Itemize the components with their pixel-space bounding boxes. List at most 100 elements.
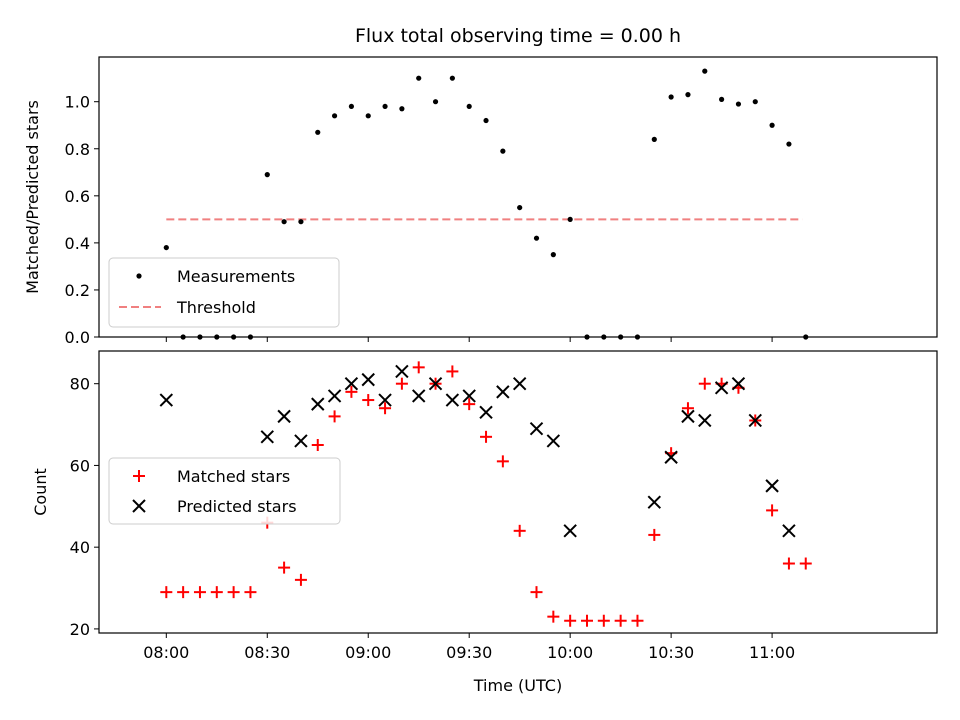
bottom-y-axis-label: Count — [31, 468, 50, 516]
matched-star-point — [311, 439, 324, 451]
top-axes-frame — [98, 56, 938, 338]
matched-star-point — [244, 586, 257, 599]
predicted-star-point — [395, 364, 409, 379]
measurement-point — [752, 99, 758, 105]
predicted-star-point — [479, 405, 493, 420]
measurement-point — [264, 172, 270, 178]
predicted-star-stroke-b — [782, 524, 796, 538]
measurement-point — [567, 216, 573, 222]
top-panel: 0.0 0.2 0.4 0.6 0.8 1.0 Matched/Predicted sta… — [23, 56, 938, 347]
measurement-point — [432, 99, 439, 105]
matched-star-point — [412, 361, 425, 374]
predicted-star-point — [445, 393, 460, 407]
matched-star-point — [614, 614, 627, 627]
measurement-point — [517, 204, 523, 211]
measurement-point — [769, 122, 775, 128]
predicted-star-point — [664, 450, 678, 464]
legend-predicted-label: Predicted stars — [177, 497, 297, 516]
predicted-star-point — [512, 376, 527, 391]
predicted-star-stroke-b — [546, 434, 561, 448]
bottom-legend: Matched stars Predicted stars — [108, 457, 341, 525]
x-axis-label: Time (UTC) — [473, 676, 562, 695]
top-y-tick-label: 1.0 — [65, 93, 90, 112]
matched-star-point — [395, 377, 408, 390]
bottom-x-ticks: 08:00 08:30 09:00 09:30 10:00 10:30 11:00 — [143, 633, 795, 662]
predicted-star-stroke-b — [765, 479, 779, 493]
top-y-tick-label: 0.8 — [65, 140, 90, 159]
measurement-point — [466, 103, 472, 110]
predicted-star-point — [748, 413, 762, 428]
top-legend-box — [108, 257, 340, 328]
predicted-star-point — [496, 385, 510, 399]
predicted-star-stroke-b — [731, 376, 746, 391]
chart-title: Flux total observing time = 0.00 h — [355, 25, 681, 47]
predicted-star-point — [782, 524, 796, 538]
measurement-point — [365, 113, 371, 119]
measurement-point — [735, 101, 742, 107]
predicted-star-point — [681, 409, 695, 424]
predicted-star-stroke-b — [698, 413, 712, 428]
predicted-star-stroke-b — [361, 372, 375, 387]
measurement-point — [651, 136, 657, 142]
measurement-point — [702, 68, 708, 74]
measurement-point — [281, 219, 287, 225]
predicted-star-stroke-b — [445, 393, 460, 407]
measurement-point — [533, 235, 540, 241]
measurement-point — [399, 106, 405, 112]
top-y-tick-label: 0.2 — [65, 281, 90, 300]
matched-star-point — [648, 528, 661, 541]
bottom-panel: 20 40 60 80 08:00 08:30 09:00 09:30 10:00 10:30 1… — [31, 350, 938, 695]
predicted-star-point — [260, 430, 274, 444]
matched-star-point — [782, 557, 795, 570]
predicted-star-point — [563, 524, 577, 538]
predicted-star-point — [462, 389, 476, 403]
matched-star-point — [362, 394, 375, 407]
legend-matched-marker — [133, 470, 145, 482]
predicted-star-point — [765, 479, 779, 493]
x-tick-label: 11:00 — [749, 643, 795, 662]
measurement-point — [668, 94, 674, 100]
predicted-star-stroke-b — [378, 393, 392, 407]
top-plot-area — [163, 68, 809, 340]
measurement-point — [449, 75, 455, 81]
predicted-star-point — [529, 421, 544, 436]
bottom-y-tick-label: 80 — [70, 375, 90, 394]
matched-star-point — [597, 614, 610, 627]
top-legend: Measurements Threshold — [108, 257, 340, 328]
measurement-point — [348, 103, 355, 110]
x-tick-label: 10:30 — [648, 643, 694, 662]
bottom-axes-frame — [98, 350, 938, 634]
top-y-tick-label: 0.6 — [65, 187, 90, 206]
predicted-star-point — [378, 393, 392, 407]
predicted-star-point — [428, 376, 443, 391]
bottom-y-ticks: 20 40 60 80 — [70, 375, 99, 639]
x-tick-label: 08:30 — [244, 643, 290, 662]
predicted-star-point — [311, 397, 325, 411]
predicted-star-point — [159, 393, 174, 407]
legend-threshold-label: Threshold — [176, 298, 256, 317]
top-y-tick-label: 0.4 — [65, 234, 90, 253]
predicted-star-point — [294, 434, 308, 448]
predicted-star-stroke-b — [412, 389, 426, 403]
matched-star-point — [547, 610, 560, 623]
predicted-star-stroke-b — [512, 376, 527, 391]
matched-star-point — [766, 504, 779, 517]
matched-star-point — [631, 614, 644, 627]
matched-star-point — [345, 385, 358, 398]
bottom-plot-area — [159, 361, 812, 627]
predicted-star-stroke-b — [159, 393, 174, 407]
measurement-point — [786, 141, 792, 147]
matched-star-point — [698, 377, 711, 390]
bottom-y-tick-label: 20 — [70, 620, 90, 639]
predicted-star-point — [647, 495, 662, 509]
matched-star-point — [193, 586, 206, 599]
predicted-star-stroke-b — [311, 397, 325, 411]
legend-matched-label: Matched stars — [177, 467, 290, 486]
matched-star-point — [564, 614, 577, 627]
matched-star-point — [799, 557, 812, 570]
predicted-star-stroke-b — [277, 409, 291, 424]
predicted-star-stroke-b — [529, 421, 544, 436]
predicted-star-stroke-b — [344, 376, 359, 391]
top-y-axis-label: Matched/Predicted stars — [23, 100, 42, 294]
legend-measurements-marker — [136, 273, 142, 279]
